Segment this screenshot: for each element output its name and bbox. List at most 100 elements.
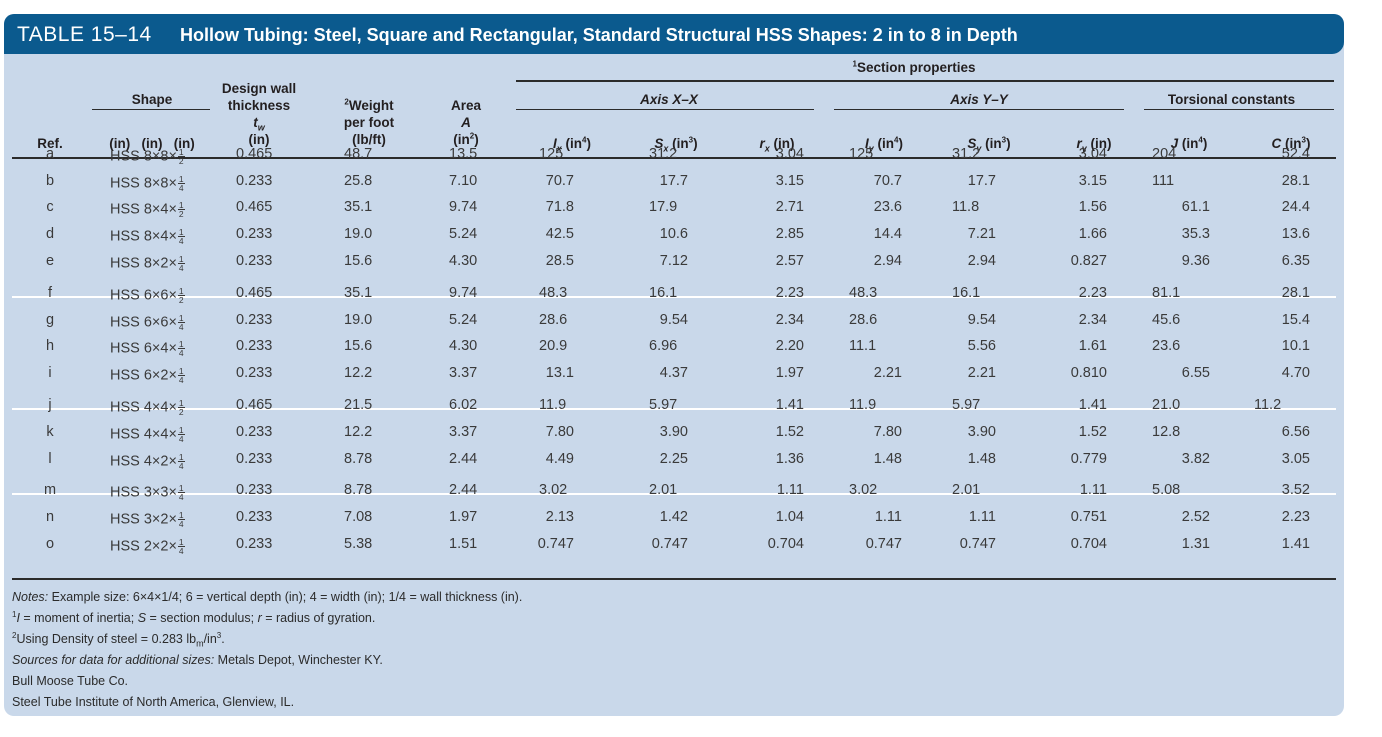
c-header: C (in3) (1271, 135, 1311, 151)
ref-cell: k (46, 424, 54, 440)
j-cell: 81.1 (1152, 285, 1181, 301)
area-cell: 9.74 (449, 199, 478, 215)
wall-thickness-cell: 0.465 (236, 285, 273, 301)
ix-cell: 42.5 (545, 226, 574, 242)
ix-cell: 3.02 (539, 482, 568, 498)
ix-header: Ix (in4) (553, 135, 591, 154)
sx-cell: 2.25 (659, 451, 688, 467)
axis-yy-rule (834, 109, 1124, 110)
area-cell: 1.51 (449, 536, 478, 552)
iy-cell: 48.3 (849, 285, 878, 301)
ix-cell: 70.7 (545, 173, 574, 189)
area-cell: 5.24 (449, 312, 478, 328)
j-cell: 111 (1152, 173, 1175, 189)
sy-cell: 31.2 (952, 146, 981, 162)
ry-cell: 0.704 (1070, 536, 1107, 552)
weight-cell: 15.6 (344, 253, 373, 269)
shape-cell: HSS 8×8× 1 4 (110, 174, 185, 193)
weight-cell: 8.78 (344, 451, 373, 467)
wall-thickness-cell: 0.233 (236, 509, 273, 525)
weight-cell: 7.08 (344, 509, 373, 525)
ref-cell: c (46, 199, 54, 215)
rx-cell: 2.20 (775, 338, 804, 354)
iy-cell: 2.94 (873, 253, 902, 269)
iy-cell: 23.6 (873, 199, 902, 215)
ref-cell: j (48, 397, 52, 413)
note-symbols: 1I = moment of inertia; S = section modu… (12, 609, 376, 625)
area-cell: 7.10 (449, 173, 478, 189)
ref-cell: g (45, 312, 55, 328)
ix-cell: 28.6 (539, 312, 568, 328)
ry-cell: 2.34 (1078, 312, 1107, 328)
shape-cell: HSS 2×2× 1 4 (110, 537, 185, 556)
c-cell: 4.70 (1281, 365, 1310, 381)
wall-thickness-cell: 0.233 (236, 338, 273, 354)
ry-cell: 0.810 (1070, 365, 1107, 381)
ix-cell: 71.8 (545, 199, 574, 215)
shape-cell: HSS 8×8× 1 2 (110, 147, 185, 166)
ry-header: ry (in) (1076, 136, 1112, 154)
area-cell: 4.30 (449, 338, 478, 354)
ref-cell: h (45, 338, 55, 354)
wall-thickness-cell: 0.465 (236, 397, 273, 413)
rx-header: rx (in) (759, 136, 795, 154)
ry-cell: 1.41 (1078, 397, 1107, 413)
ref-cell: e (45, 253, 55, 269)
shape-header: Shape (131, 92, 173, 107)
sy-header: Sy (in3) (967, 135, 1011, 154)
c-cell: 6.35 (1281, 253, 1310, 269)
wall-thickness-cell: 0.233 (236, 253, 273, 269)
ref-cell: b (45, 173, 55, 189)
wall-thickness-cell: 0.233 (236, 365, 273, 381)
wall-thickness-cell: 0.233 (236, 424, 273, 440)
c-cell: 3.52 (1281, 482, 1310, 498)
table-title: Hollow Tubing: Steel, Square and Rectang… (180, 25, 1018, 45)
rx-cell: 1.36 (775, 451, 804, 467)
sx-cell: 31.2 (649, 146, 678, 162)
j-header: J (in4) (1170, 135, 1208, 151)
sx-cell: 5.97 (649, 397, 678, 413)
area-cell: 4.30 (449, 253, 478, 269)
iy-cell: 28.6 (849, 312, 878, 328)
sy-cell: 9.54 (967, 312, 996, 328)
shape-cell: HSS 6×6× 1 2 (110, 286, 185, 305)
shape-cell: HSS 8×4× 1 4 (110, 227, 185, 246)
c-cell: 28.1 (1281, 285, 1310, 301)
sx-cell: 7.12 (659, 253, 688, 269)
table-bottom-rule (12, 578, 1336, 580)
c-cell: 28.1 (1281, 173, 1310, 189)
group-separator (12, 408, 1336, 410)
shape-rule (92, 109, 210, 110)
weight-cell: 19.0 (344, 226, 373, 242)
iy-header: Iy (in4) (865, 135, 903, 154)
area-cell: 9.74 (449, 285, 478, 301)
wall-thickness-cell: 0.233 (236, 482, 273, 498)
sx-cell: 17.7 (659, 173, 688, 189)
weight-header: 2Weight per foot (lb/ft) (343, 97, 395, 147)
ry-cell: 1.52 (1078, 424, 1107, 440)
ref-cell: m (43, 482, 57, 498)
weight-cell: 35.1 (344, 199, 373, 215)
iy-cell: 14.4 (873, 226, 902, 242)
sx-cell: 10.6 (659, 226, 688, 242)
area-cell: 3.37 (449, 365, 478, 381)
group-separator (12, 296, 1336, 298)
ix-cell: 4.49 (545, 451, 574, 467)
sx-header: Sx (in3) (654, 135, 698, 154)
shape-cell: HSS 3×3× 1 4 (110, 483, 185, 502)
note-bull-moose: Bull Moose Tube Co. (12, 674, 129, 688)
sx-cell: 2.01 (649, 482, 678, 498)
j-cell: 2.52 (1181, 509, 1210, 525)
j-cell: 21.0 (1152, 397, 1181, 413)
rx-cell: 2.85 (775, 226, 804, 242)
header-bottom-rule (12, 157, 1336, 159)
axis-yy-header: Axis Y–Y (950, 92, 1008, 107)
area-cell: 13.5 (449, 146, 478, 162)
ref-cell: n (45, 509, 55, 525)
wall-thickness-cell: 0.465 (236, 146, 273, 162)
table-card: TABLE 15–14 Hollow Tubing: Steel, Square… (4, 14, 1344, 716)
